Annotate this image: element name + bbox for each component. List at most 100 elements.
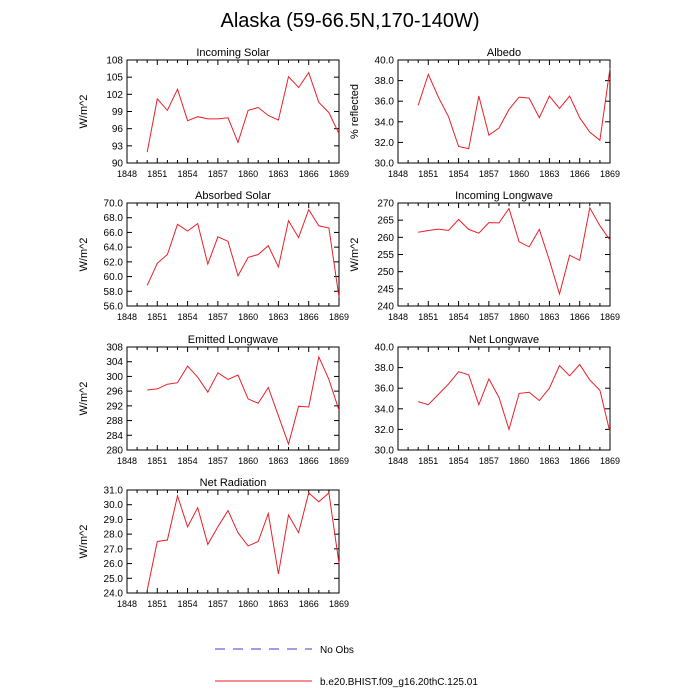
x-tick-label: 1863 [268, 456, 288, 466]
y-tick-label: 260 [377, 233, 394, 244]
y-tick-label: 284 [106, 431, 123, 442]
y-tick-label: 30.0 [104, 500, 124, 511]
y-tick-label: 38.0 [375, 76, 395, 87]
x-tick-label: 1848 [117, 456, 137, 466]
chart-panel-2: Albedo % reflected 30.0 32.0 34.0 36.0 38.0 40.… [349, 47, 620, 179]
y-tick-label: 36.0 [375, 384, 395, 395]
x-tick-label: 1848 [117, 169, 137, 179]
y-tick-label: 105 [106, 73, 123, 84]
y-tick-label: 300 [106, 372, 123, 383]
y-tick-label: 90 [112, 159, 124, 170]
y-tick-label: 27.0 [104, 544, 124, 555]
x-tick-label: 1869 [600, 456, 620, 466]
x-tick-label: 1863 [539, 312, 559, 322]
series-line [146, 208, 340, 298]
x-tick-label: 1851 [147, 456, 167, 466]
plot-frame [126, 489, 340, 594]
x-tick-label: 1866 [570, 312, 590, 322]
x-tick-label: 1866 [299, 169, 319, 179]
x-tick-label: 1869 [329, 169, 349, 179]
y-tick-label: 64.0 [104, 243, 124, 254]
y-tick-label: 30.0 [375, 446, 395, 457]
x-tick-label: 1854 [178, 599, 198, 609]
x-tick-label: 1857 [208, 312, 228, 322]
y-tick-label: 40.0 [375, 56, 395, 67]
x-tick-label: 1854 [449, 169, 469, 179]
series-line [418, 363, 611, 433]
y-tick-label: 24.0 [104, 589, 124, 600]
x-tick-label: 1863 [268, 599, 288, 609]
x-tick-label: 1860 [238, 312, 258, 322]
y-tick-label: 25.0 [104, 574, 124, 585]
chart-panel-6: Net Longwave 30.0 32.0 34.0 36.0 38.0 40.0 1848… [375, 334, 620, 466]
y-axis-label: W/m^2 [78, 525, 90, 559]
x-tick-label: 1854 [449, 312, 469, 322]
series-line [146, 491, 340, 591]
x-tick-label: 1857 [479, 312, 499, 322]
chart-panel-3: Absorbed Solar W/m^2 56.0 58.0 60.0 62.0 64.0 6… [78, 190, 349, 322]
y-tick-label: 58.0 [104, 287, 124, 298]
y-tick-label: 265 [377, 216, 394, 227]
plot-frame [397, 59, 611, 164]
page-title: Alaska (59-66.5N,170-140W) [220, 10, 480, 32]
x-tick-label: 1860 [509, 169, 529, 179]
plot-frame [126, 346, 340, 451]
x-tick-label: 1848 [117, 599, 137, 609]
series-line [418, 206, 611, 296]
panel-title: Net Longwave [469, 334, 539, 346]
chart-panel-7: Net Radiation W/m^2 24.0 25.0 26.0 27.0 28.0 29… [78, 477, 349, 609]
x-tick-label: 1869 [329, 456, 349, 466]
y-tick-label: 102 [106, 90, 123, 101]
y-tick-label: 292 [106, 401, 123, 412]
series-line [147, 355, 340, 446]
x-tick-label: 1860 [509, 312, 529, 322]
y-axis-label: W/m^2 [78, 382, 90, 416]
x-tick-label: 1869 [600, 312, 620, 322]
y-tick-label: 250 [377, 267, 394, 278]
plot-frame [126, 202, 340, 307]
y-tick-label: 304 [106, 357, 123, 368]
y-tick-label: 255 [377, 250, 394, 261]
y-tick-label: 30.0 [375, 159, 395, 170]
y-tick-label: 270 [377, 199, 394, 210]
panel-title: Emitted Longwave [188, 334, 279, 346]
chart-panel-1: Incoming Solar W/m^2 90 93 96 99 102 105 108 1848… [78, 47, 349, 179]
y-tick-label: 70.0 [104, 199, 124, 210]
x-tick-label: 1848 [388, 312, 408, 322]
x-tick-label: 1851 [147, 599, 167, 609]
y-tick-label: 66.0 [104, 228, 124, 239]
y-tick-label: 93 [112, 141, 124, 152]
y-axis-label: W/m^2 [78, 95, 90, 129]
y-tick-label: 26.0 [104, 559, 124, 570]
y-axis-label: W/m^2 [78, 238, 90, 272]
y-tick-label: 280 [106, 446, 123, 457]
x-tick-label: 1863 [539, 169, 559, 179]
y-tick-label: 29.0 [104, 515, 124, 526]
panel-title: Incoming Solar [196, 47, 270, 59]
x-tick-label: 1869 [329, 312, 349, 322]
legend: No Obs b.e20.BHIST.f09_g16.20thC.125.01 [215, 645, 478, 688]
panel-title: Incoming Longwave [455, 190, 553, 202]
series-line [417, 68, 611, 150]
y-tick-label: 240 [377, 302, 394, 313]
x-tick-label: 1860 [238, 599, 258, 609]
y-axis-label: W/m^2 [349, 238, 361, 272]
x-tick-label: 1851 [418, 169, 438, 179]
x-tick-label: 1848 [117, 312, 137, 322]
x-tick-label: 1857 [479, 456, 499, 466]
x-tick-label: 1866 [570, 169, 590, 179]
legend-label-model: b.e20.BHIST.f09_g16.20thC.125.01 [320, 677, 478, 688]
plot-frame [397, 202, 611, 307]
x-tick-label: 1851 [418, 312, 438, 322]
x-tick-label: 1866 [299, 312, 319, 322]
y-tick-label: 62.0 [104, 257, 124, 268]
x-tick-label: 1851 [147, 312, 167, 322]
plot-frame [397, 346, 611, 451]
x-tick-label: 1854 [449, 456, 469, 466]
y-tick-label: 38.0 [375, 363, 395, 374]
x-tick-label: 1869 [600, 169, 620, 179]
y-tick-label: 99 [112, 107, 124, 118]
y-tick-label: 108 [106, 56, 123, 67]
y-tick-label: 31.0 [104, 486, 124, 497]
y-tick-label: 56.0 [104, 302, 124, 313]
